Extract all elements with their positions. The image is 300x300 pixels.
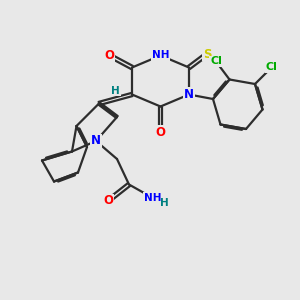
Text: O: O [155,125,166,139]
Text: Cl: Cl [266,62,278,73]
Text: NH: NH [144,193,162,203]
Text: H: H [160,198,169,208]
Text: NH: NH [152,50,169,61]
Text: N: N [91,134,101,148]
Text: S: S [203,47,211,61]
Text: O: O [104,49,115,62]
Text: O: O [103,194,113,208]
Text: H: H [111,85,120,96]
Text: Cl: Cl [210,56,222,67]
Text: N: N [184,88,194,101]
